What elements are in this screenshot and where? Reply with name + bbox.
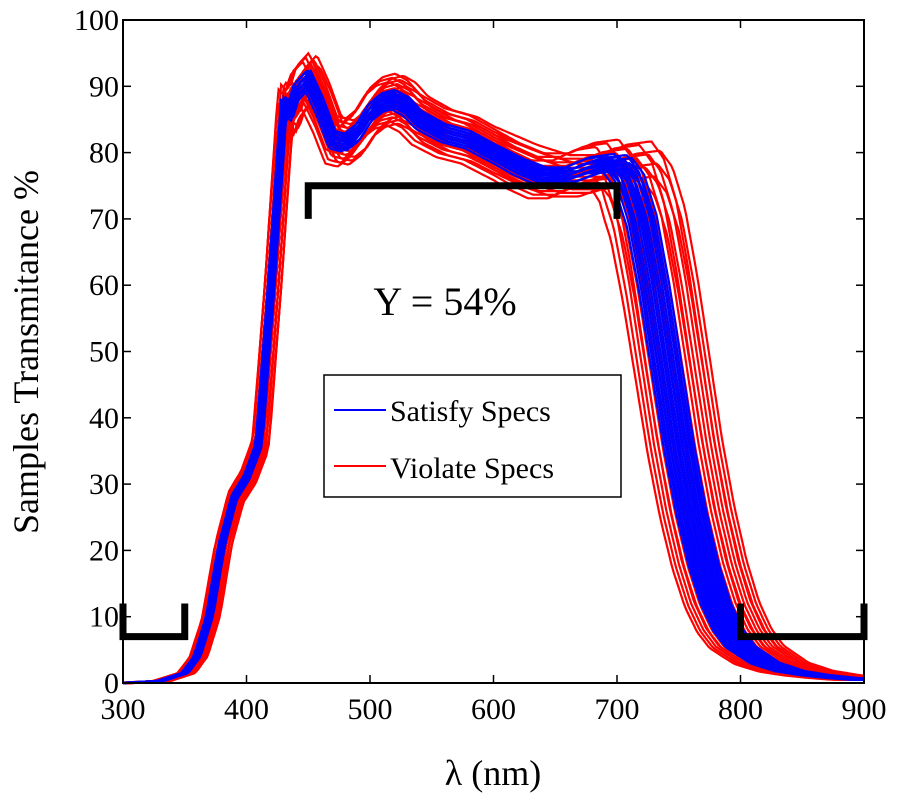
- y-tick-label: 30: [89, 468, 119, 501]
- spec-mask-passband: [304, 182, 621, 219]
- x-tick-label: 400: [224, 693, 269, 726]
- x-axis: 300 400 500 600 700 800 900: [101, 20, 887, 726]
- y-axis-title: Samples Transmitance %: [6, 170, 46, 534]
- y-tick-label: 20: [89, 534, 119, 567]
- x-tick-label: 700: [595, 693, 640, 726]
- legend-label-satisfy: Satisfy Specs: [390, 395, 551, 428]
- x-tick-label: 500: [348, 693, 393, 726]
- x-tick-label: 600: [471, 693, 516, 726]
- y-tick-label: 80: [89, 137, 119, 170]
- y-tick-label: 10: [89, 601, 119, 634]
- y-tick-label: 40: [89, 402, 119, 435]
- violate-specs-curve: [123, 68, 865, 685]
- y-axis: 0 10 20 30 40 50 60 70 80 90 100: [74, 4, 864, 700]
- y-tick-label: 0: [104, 667, 119, 700]
- x-tick-label: 300: [101, 693, 146, 726]
- violate-specs-curve: [123, 65, 865, 685]
- x-tick-label: 800: [718, 693, 763, 726]
- legend-box: [323, 374, 622, 498]
- y-tick-label: 90: [89, 70, 119, 103]
- x-tick-label: 900: [842, 693, 887, 726]
- y-tick-label: 70: [89, 203, 119, 236]
- x-axis-title: λ (nm): [445, 753, 541, 793]
- y-tick-label: 60: [89, 269, 119, 302]
- legend: Satisfy Specs Violate Specs: [323, 374, 622, 498]
- yield-annotation: Y = 54%: [373, 279, 516, 324]
- y-tick-label: 100: [74, 4, 119, 37]
- y-tick-label: 50: [89, 336, 119, 369]
- violate-specs-curve: [123, 95, 865, 685]
- legend-label-violate: Violate Specs: [390, 452, 554, 485]
